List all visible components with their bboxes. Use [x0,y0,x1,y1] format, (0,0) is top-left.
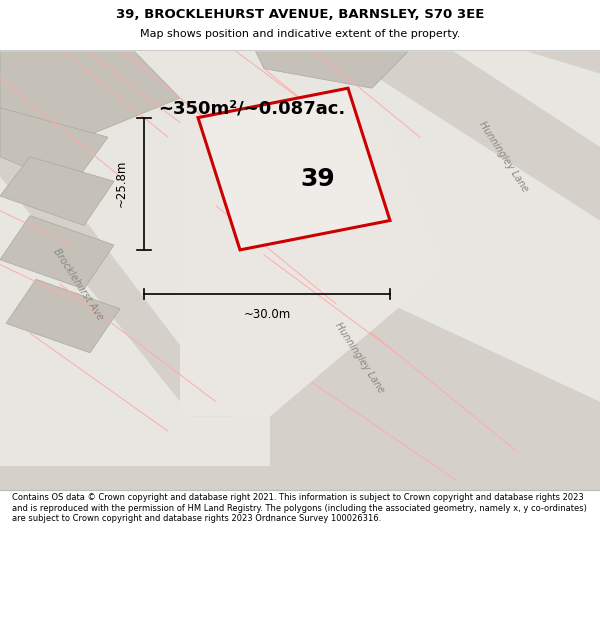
Text: ~350m²/~0.087ac.: ~350m²/~0.087ac. [158,100,346,118]
Text: 39, BROCKLEHURST AVENUE, BARNSLEY, S70 3EE: 39, BROCKLEHURST AVENUE, BARNSLEY, S70 3… [116,8,484,21]
Text: 39: 39 [301,167,335,191]
Polygon shape [0,466,600,490]
Polygon shape [6,279,120,352]
Polygon shape [270,284,600,490]
Polygon shape [240,19,420,88]
Text: Hunningley Lane: Hunningley Lane [478,120,530,194]
Polygon shape [0,0,600,74]
Text: Map shows position and indicative extent of the property.: Map shows position and indicative extent… [140,29,460,39]
Bar [0,0,600,50]
Polygon shape [0,216,114,289]
Polygon shape [0,107,234,416]
Polygon shape [0,157,114,226]
Polygon shape [348,10,600,221]
Polygon shape [180,0,432,39]
Text: Hunningley Lane: Hunningley Lane [334,321,386,395]
Polygon shape [0,24,180,138]
Polygon shape [198,88,390,250]
Text: Brocklehurst Ave: Brocklehurst Ave [51,247,105,322]
Polygon shape [180,88,444,416]
Text: Contains OS data © Crown copyright and database right 2021. This information is : Contains OS data © Crown copyright and d… [12,493,587,523]
Polygon shape [0,107,108,186]
Text: ~30.0m: ~30.0m [244,308,290,321]
Text: ~25.8m: ~25.8m [115,160,128,208]
